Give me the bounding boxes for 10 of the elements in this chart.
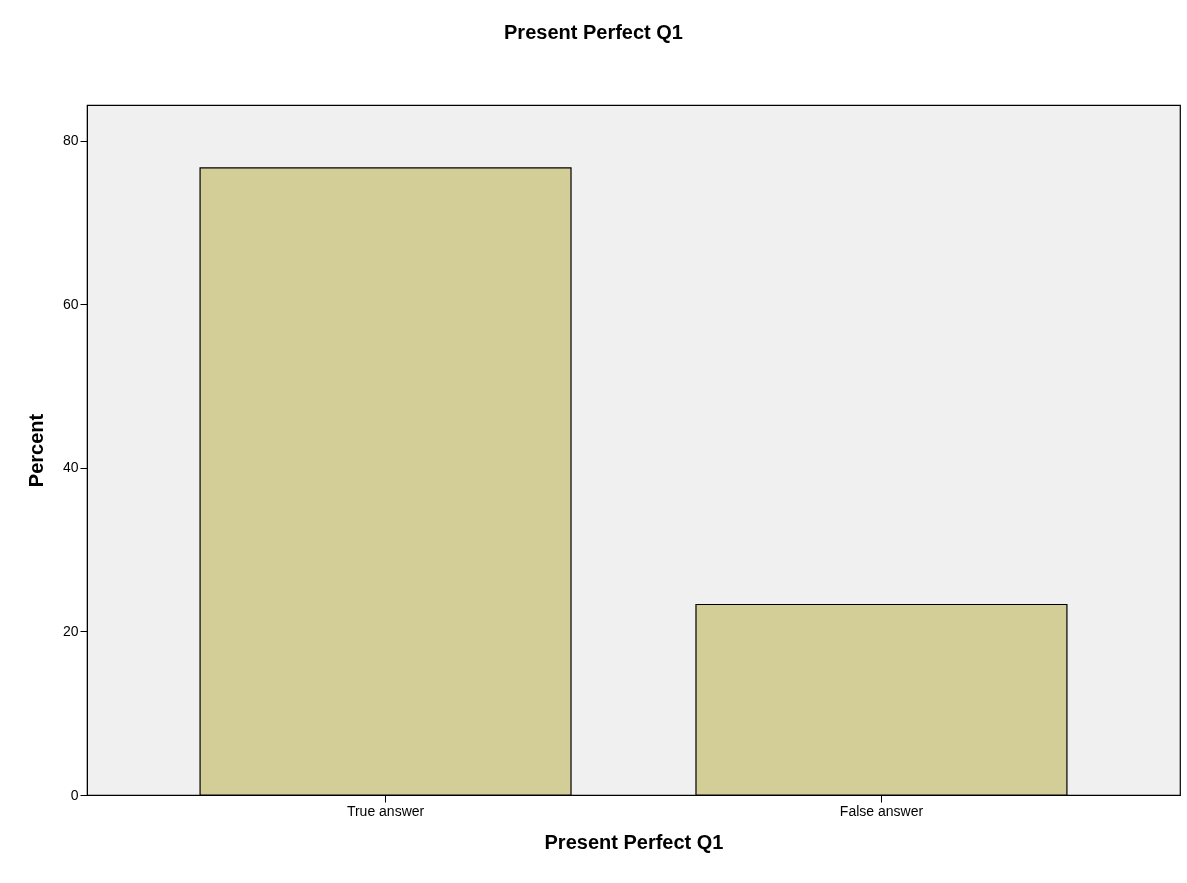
y-tick-label: 40	[62, 459, 79, 476]
x-axis-title: Present Perfect Q1	[544, 830, 724, 853]
y-tick-label: 0	[70, 786, 79, 803]
chart-title: Present Perfect Q1	[504, 21, 683, 43]
x-tick-label: True answer	[346, 802, 425, 819]
y-tick-label: 60	[62, 295, 79, 312]
y-tick-label: 80	[62, 132, 79, 149]
x-tick-label: False answer	[839, 802, 924, 819]
y-tick-label: 20	[62, 622, 79, 639]
y-axis-title: Percent	[24, 413, 47, 488]
